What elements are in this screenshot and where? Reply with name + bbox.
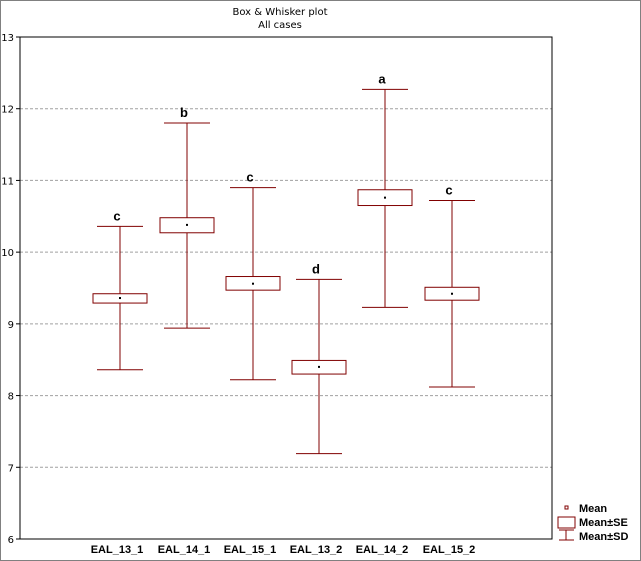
- mean-marker: [119, 297, 121, 300]
- boxes: c b c d a c: [92, 71, 480, 455]
- y-tick-label: 6: [8, 535, 14, 546]
- gridlines: [20, 108, 552, 468]
- box-EAL_14_1: b: [159, 105, 215, 329]
- legend-mean-label: Mean: [579, 503, 607, 515]
- mean-marker: [252, 282, 254, 285]
- group-letter: a: [378, 71, 386, 86]
- box-EAL_14_2: a: [357, 71, 413, 308]
- y-tick-label: 12: [1, 105, 14, 116]
- mean-marker: [384, 196, 386, 199]
- legend-sd-label: Mean±SD: [579, 531, 628, 543]
- mean-marker: [186, 223, 188, 226]
- legend-se-marker: [557, 516, 576, 529]
- plot-area: [19, 36, 553, 540]
- x-tick-label: EAL_15_2: [423, 544, 476, 556]
- group-letter: c: [445, 183, 452, 198]
- y-tick-label: 9: [8, 320, 14, 331]
- legend: Mean Mean±SE Mean±SD: [557, 503, 628, 543]
- x-tick-label: EAL_13_1: [91, 544, 144, 556]
- chart-title: Box & Whisker plot: [233, 7, 328, 18]
- x-tick-label: EAL_14_1: [158, 544, 211, 556]
- group-letter: d: [312, 261, 320, 276]
- chart-subtitle: All cases: [258, 20, 302, 31]
- legend-sd-marker: [559, 529, 574, 541]
- group-letter: c: [113, 208, 120, 223]
- mean-marker: [451, 292, 453, 295]
- y-tick-label: 8: [8, 392, 14, 403]
- x-axis: EAL_13_1 EAL_14_1 EAL_15_1 EAL_13_2 EAL_14_2…: [91, 544, 476, 556]
- box-EAL_15_1: c: [225, 170, 281, 381]
- x-tick-label: EAL_15_1: [224, 544, 277, 556]
- x-tick-label: EAL_14_2: [356, 544, 409, 556]
- legend-mean-marker: [564, 505, 569, 510]
- y-tick-label: 7: [8, 463, 14, 474]
- box-EAL_13_2: d: [291, 261, 347, 455]
- y-tick-label: 10: [1, 248, 14, 259]
- mean-marker: [318, 365, 320, 368]
- x-tick-label: EAL_13_2: [290, 544, 343, 556]
- box-EAL_13_1: c: [92, 208, 148, 371]
- y-tick-label: 11: [1, 176, 14, 187]
- box-EAL_15_2: c: [424, 183, 480, 388]
- group-letter: b: [180, 105, 188, 120]
- y-axis: 6 7 8 9 10 11 12 13: [1, 33, 20, 546]
- legend-se-label: Mean±SE: [579, 517, 628, 529]
- group-letter: c: [246, 170, 253, 185]
- y-tick-label: 13: [1, 33, 14, 44]
